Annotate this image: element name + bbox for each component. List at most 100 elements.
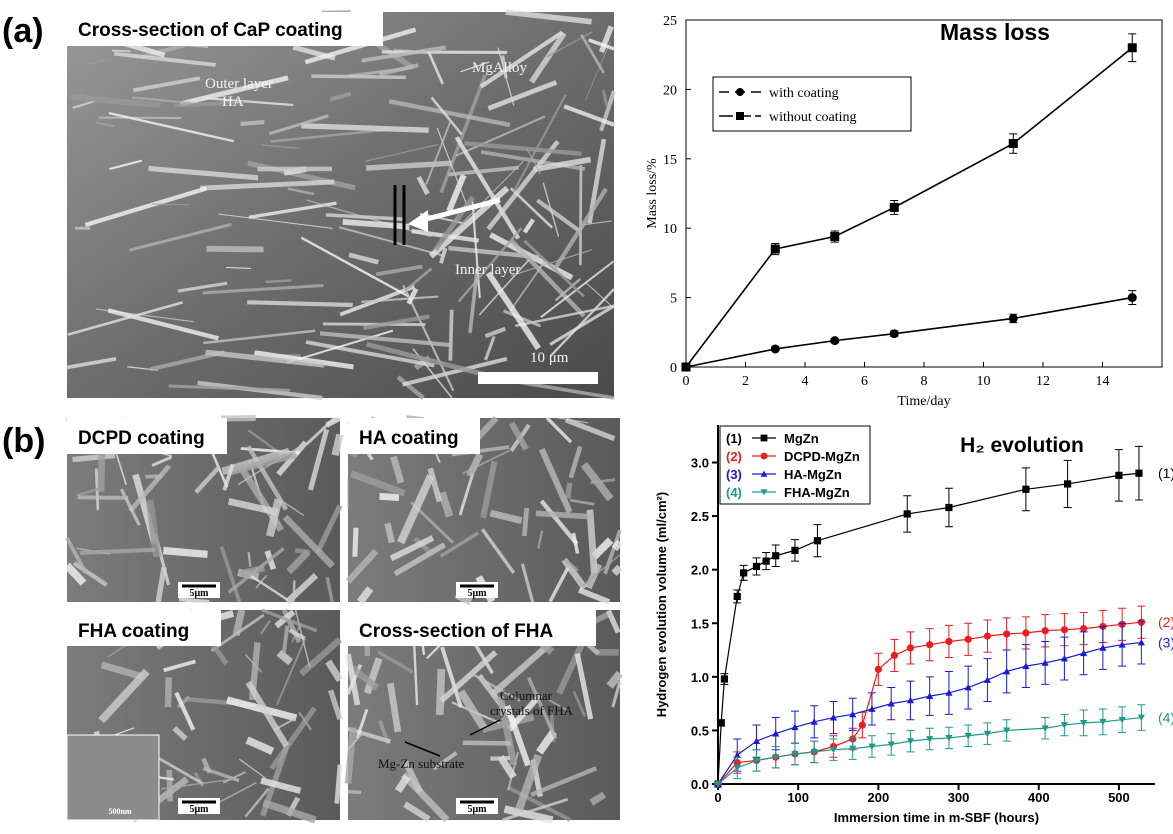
- annotation: Columnar: [500, 688, 553, 703]
- marker: [1009, 139, 1018, 148]
- scale-bar: [478, 372, 598, 384]
- series-line: [686, 298, 1132, 367]
- x-tick-label: 4: [802, 374, 809, 389]
- y-tick-label: 3.0: [691, 456, 709, 471]
- marker: [721, 675, 728, 682]
- marker: [734, 593, 741, 600]
- y-axis-label: Hydrogen evolution volume (ml/cm²): [654, 492, 669, 717]
- texture: [169, 770, 170, 801]
- sem-image: [67, 12, 614, 398]
- marker: [890, 203, 899, 212]
- chart: 01002003004005000.00.51.01.52.02.53.0Imm…: [654, 425, 1173, 825]
- texture: [152, 204, 189, 205]
- image-title: DCPD coating: [78, 428, 205, 449]
- series-end-label: (3): [1158, 635, 1173, 651]
- image-title: Cross-section of FHA: [359, 621, 554, 642]
- texture: [337, 765, 340, 804]
- texture: [241, 122, 265, 124]
- legend-label: (3): [726, 467, 742, 482]
- annotation: crystals of FHA: [490, 703, 574, 718]
- annotation: MgAlloy: [472, 60, 528, 76]
- texture: [266, 280, 292, 281]
- x-tick-label: 400: [1028, 790, 1050, 805]
- chart: 024681012140510152025Time/dayMass loss/%…: [645, 14, 1162, 409]
- texture: [536, 513, 593, 517]
- x-tick-label: 8: [921, 374, 928, 389]
- x-tick-label: 10: [977, 374, 991, 389]
- marker: [761, 453, 768, 460]
- y-tick-label: 20: [663, 83, 677, 98]
- marker: [1003, 630, 1010, 637]
- texture: [145, 476, 162, 477]
- legend-entry: DCPD-MgZn: [784, 449, 860, 464]
- y-tick-label: 0.0: [691, 777, 709, 792]
- marker: [1128, 43, 1137, 52]
- x-axis-label: Immersion time in m-SBF (hours): [834, 810, 1039, 825]
- texture: [379, 496, 399, 497]
- annotation: HA: [222, 94, 244, 110]
- y-tick-label: 1.5: [691, 616, 709, 631]
- scale-label: 5μm: [190, 588, 210, 599]
- marker: [1009, 314, 1018, 323]
- chart-title: H₂ evolution: [960, 434, 1084, 457]
- texture: [490, 758, 510, 759]
- x-tick-label: 14: [1096, 374, 1110, 389]
- y-tick-label: 25: [663, 14, 677, 29]
- figure: (a) (b) Cross-section of CaP coating Out…: [0, 0, 1173, 834]
- marker: [753, 563, 760, 570]
- x-tick-label: 0: [683, 374, 690, 389]
- marker: [740, 569, 747, 576]
- y-tick-label: 2.0: [691, 563, 709, 578]
- marker: [904, 510, 911, 517]
- texture: [614, 567, 620, 573]
- marker: [1080, 625, 1087, 632]
- panel-label: (a): [2, 12, 44, 50]
- marker: [1061, 626, 1068, 633]
- legend-entry: HA-MgZn: [784, 467, 842, 482]
- marker: [682, 363, 691, 372]
- texture: [440, 669, 442, 715]
- series-end-label: (2): [1158, 614, 1173, 630]
- marker: [761, 435, 768, 442]
- scale-label: 5μm: [190, 804, 210, 815]
- marker: [771, 344, 780, 353]
- marker: [772, 552, 779, 559]
- y-tick-label: 10: [663, 222, 677, 237]
- marker: [1128, 293, 1137, 302]
- y-tick-label: 2.5: [691, 509, 709, 524]
- marker: [1042, 627, 1049, 634]
- inset-scale-label: 500nm: [108, 807, 131, 816]
- y-axis-label: Mass loss/%: [645, 158, 660, 229]
- marker: [1022, 629, 1029, 636]
- series-end-label: (1): [1158, 465, 1173, 481]
- x-tick-label: 500: [1108, 790, 1130, 805]
- annotation: Outer layer: [205, 76, 273, 92]
- marker: [907, 644, 914, 651]
- texture: [348, 792, 361, 793]
- marker: [984, 676, 991, 682]
- marker: [830, 232, 839, 241]
- legend-label: (4): [726, 485, 742, 500]
- x-axis-label: Time/day: [897, 394, 950, 409]
- annotation: Mg-Zn substrate: [378, 756, 465, 771]
- texture: [355, 528, 356, 557]
- marker: [830, 336, 839, 345]
- scale-label: 5μm: [468, 804, 488, 815]
- marker: [814, 537, 821, 544]
- texture: [524, 508, 526, 536]
- marker: [891, 652, 898, 659]
- texture: [78, 497, 128, 498]
- texture: [168, 677, 169, 707]
- legend-entry: without coating: [769, 110, 857, 125]
- texture: [295, 550, 310, 552]
- marker: [718, 719, 725, 726]
- x-tick-label: 100: [787, 790, 809, 805]
- texture: [207, 249, 264, 250]
- series-end-label: (4): [1158, 710, 1173, 726]
- marker: [859, 721, 866, 728]
- marker: [1138, 639, 1145, 645]
- texture: [311, 76, 406, 77]
- series-line: [718, 718, 1141, 784]
- image-title: FHA coating: [78, 621, 189, 642]
- legend-entry: with coating: [769, 86, 839, 101]
